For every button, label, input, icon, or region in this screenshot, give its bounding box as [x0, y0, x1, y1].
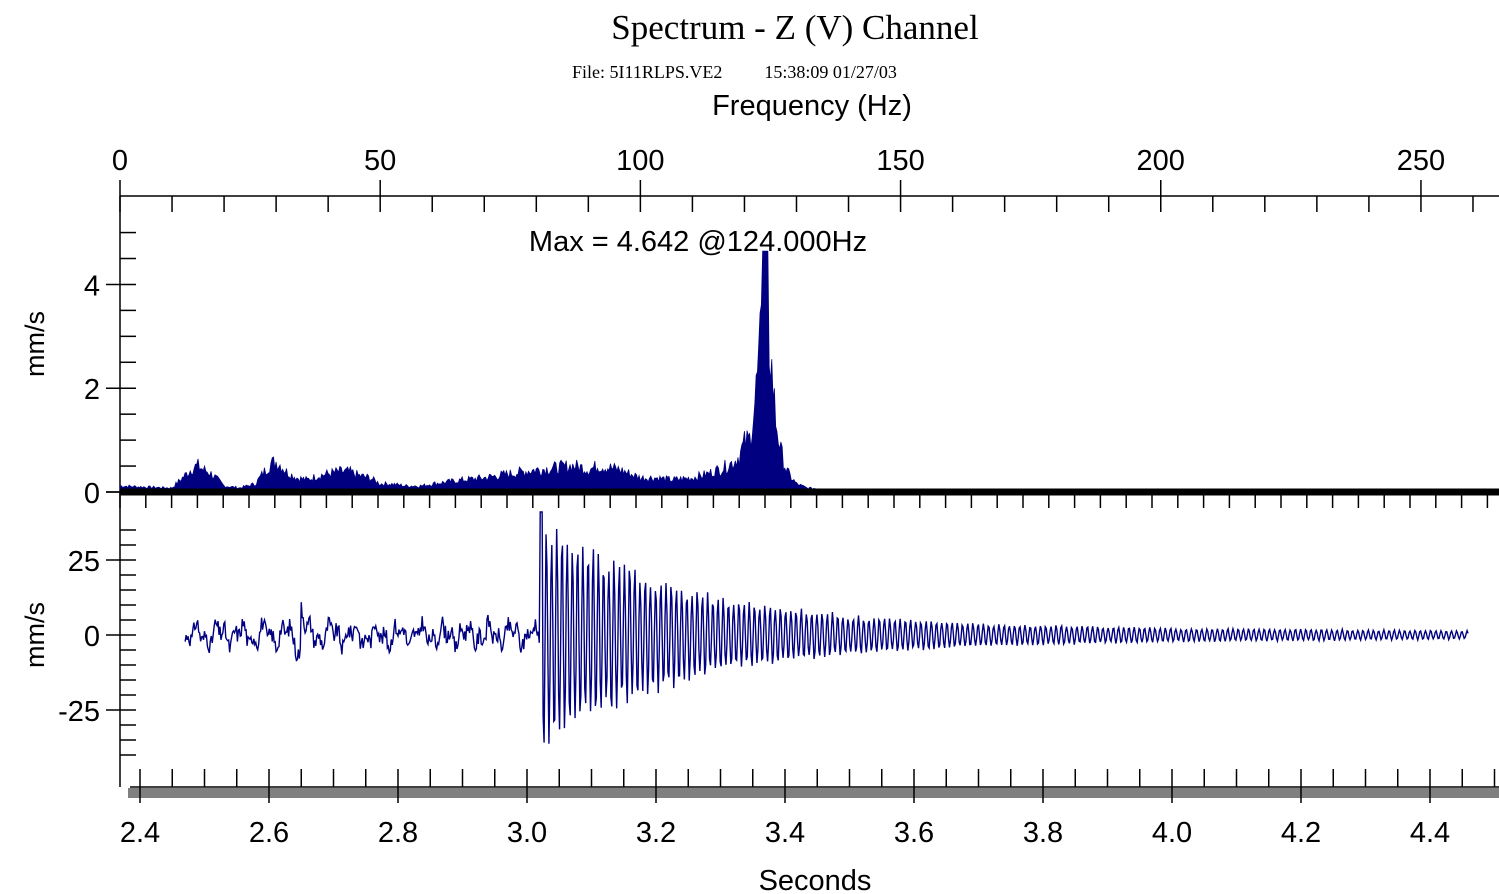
waveform-y-tick-label: 25 — [68, 546, 100, 578]
waveform-x-tick-label: 2.6 — [249, 817, 289, 849]
waveform-x-tick-label: 2.8 — [378, 817, 418, 849]
waveform-x-axis-label: Seconds — [759, 865, 872, 894]
file-name: File: 5I11RLPS.VE2 — [572, 62, 723, 82]
waveform-y-axis-label: mm/s — [20, 602, 50, 668]
waveform-x-tick-label: 4.0 — [1152, 817, 1192, 849]
spectrum-y-axis-label: mm/s — [20, 311, 50, 377]
spectrum-y-tick-label: 0 — [84, 478, 100, 510]
spectrum-y-tick-label: 2 — [84, 374, 100, 406]
spectrum-x-tick-label: 50 — [364, 145, 396, 177]
waveform-y-tick-label: -25 — [58, 696, 100, 728]
spectrum-x-tick-label: 0 — [112, 145, 128, 177]
waveform-y-tick-label: 0 — [84, 621, 100, 653]
waveform-x-tick-label: 3.2 — [636, 817, 676, 849]
waveform-x-tick-label: 3.0 — [507, 817, 547, 849]
chart-title: Spectrum - Z (V) Channel — [611, 8, 979, 47]
timestamp: 15:38:09 01/27/03 — [764, 62, 897, 82]
waveform-x-tick-label: 3.8 — [1023, 817, 1063, 849]
spectrum-y-tick-label: 4 — [84, 270, 100, 302]
spectrum-x-tick-label: 100 — [616, 145, 664, 177]
spectrum-x-tick-label: 200 — [1137, 145, 1185, 177]
waveform-x-tick-label: 4.4 — [1410, 817, 1450, 849]
waveform-line-series — [184, 511, 1469, 744]
waveform-x-tick-label: 4.2 — [1281, 817, 1321, 849]
spectrum-x-tick-label: 150 — [876, 145, 924, 177]
waveform-x-tick-label: 2.4 — [120, 817, 160, 849]
waveform-x-tick-label: 3.6 — [894, 817, 934, 849]
peak-annotation: Max = 4.642 @124.000Hz — [529, 226, 867, 258]
spectrum-x-tick-label: 250 — [1397, 145, 1445, 177]
chart-subtitle: File: 5I11RLPS.VE2 15:38:09 01/27/03 — [572, 62, 897, 83]
waveform-x-tick-label: 3.4 — [765, 817, 805, 849]
spectrum-area-series — [119, 250, 1499, 493]
spectrum-x-axis-label: Frequency (Hz) — [712, 90, 912, 122]
